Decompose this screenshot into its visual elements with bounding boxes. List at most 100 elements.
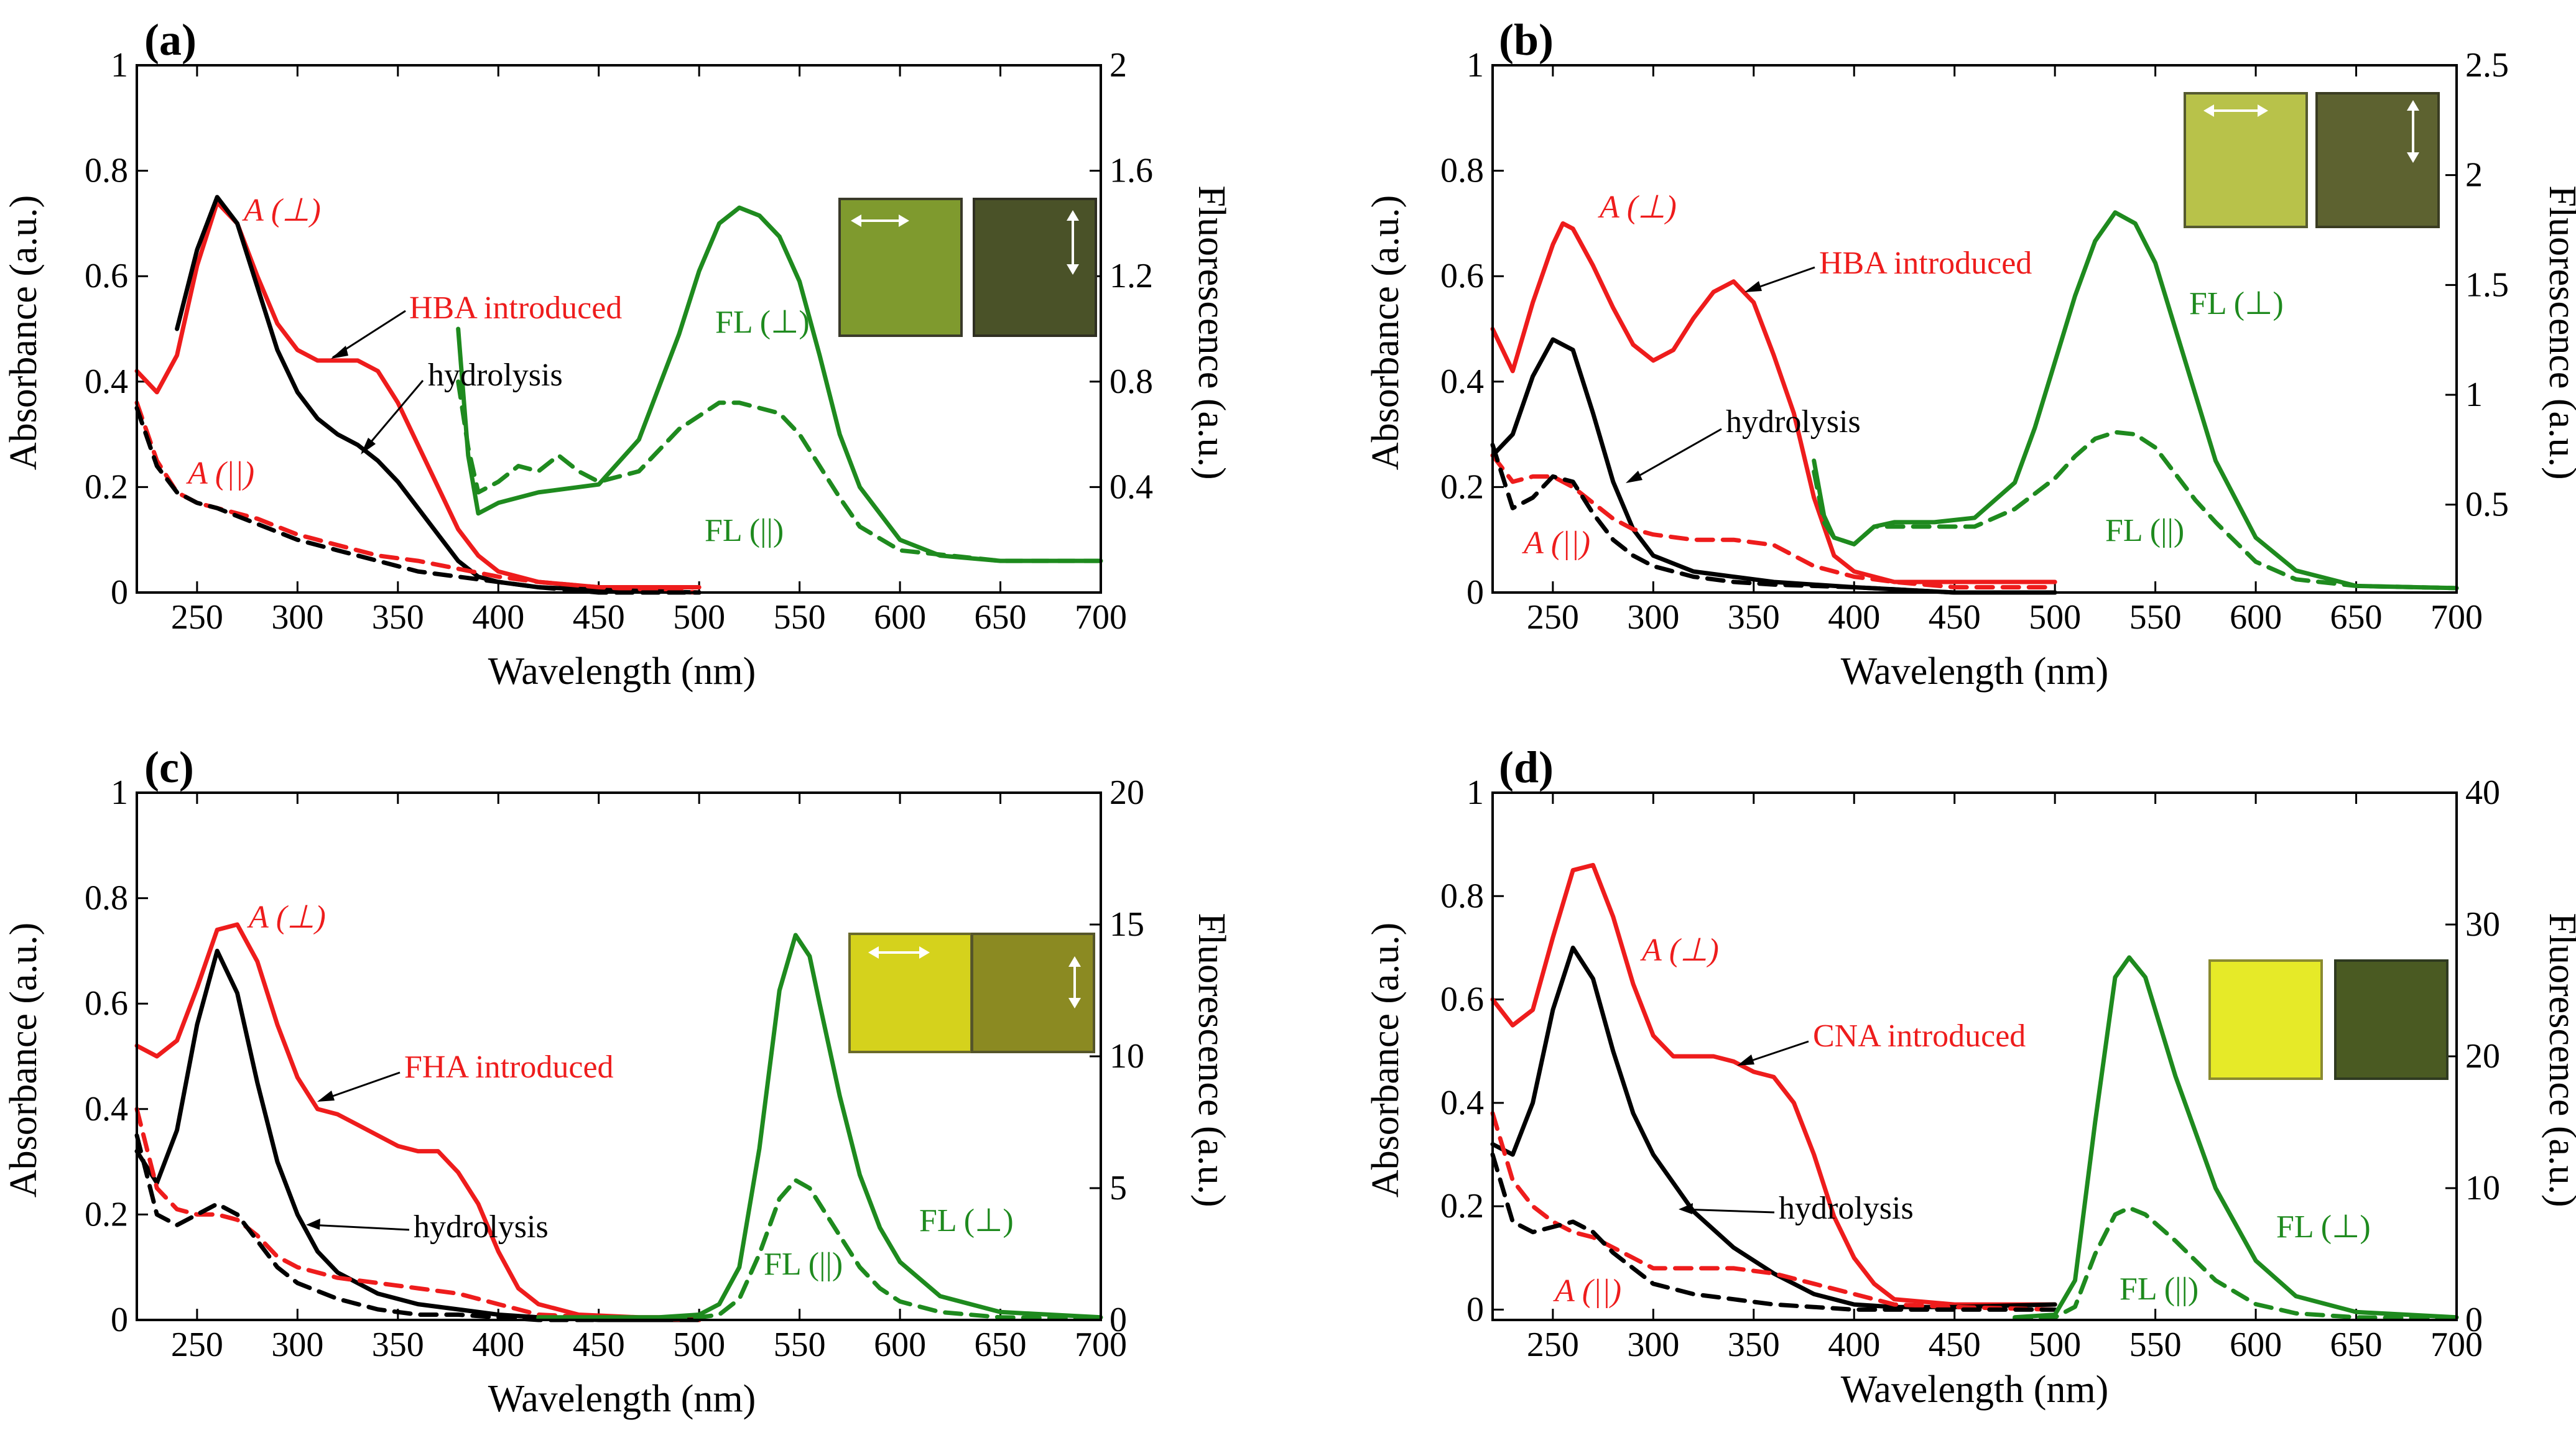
right-axis-label-d: Fluorescence (a.u.) <box>2541 913 2576 1207</box>
x-tick-label-a: 350 <box>372 598 424 637</box>
arrow-b-hydrolysis <box>1628 428 1722 483</box>
polarization-arrowhead-a1 <box>851 214 861 227</box>
series-line-a-1 <box>175 195 702 595</box>
label-a-fl-perp: FL (⊥) <box>715 305 810 340</box>
series-line-b-5 <box>1812 430 2459 591</box>
polarization-arrowhead-a4 <box>1067 264 1079 275</box>
polarization-arrowhead-a2 <box>899 214 909 227</box>
x-tick-label-d: 250 <box>1527 1326 1579 1364</box>
y-left-tick-label-d: 0.8 <box>1440 877 1484 915</box>
x-tick-label-d: 650 <box>2330 1326 2383 1364</box>
x-tick-label-b: 700 <box>2430 598 2483 637</box>
series-line-b-0 <box>1490 221 2057 584</box>
polarization-arrowhead-b2 <box>2258 104 2268 117</box>
x-axis-label-c: Wavelength (nm) <box>488 1378 756 1420</box>
y-right-tick-label-a: 1.2 <box>1110 257 1153 295</box>
y-left-tick-label-b: 0.2 <box>1440 468 1484 506</box>
arrow-a-introduced-head <box>331 346 348 359</box>
photo-d-par <box>2334 959 2449 1080</box>
label-a-introduced: HBA introduced <box>409 290 622 326</box>
x-tick-label-a: 250 <box>171 598 223 637</box>
plot-area-b: 250 300 350 400 450 500 550 600 650 700 0 0.2 0.4 0.6… <box>1440 46 2509 637</box>
x-tick-label-d: 350 <box>1728 1326 1780 1364</box>
plot-area-c: 250 300 350 400 450 500 550 600 650 70000.20.40.6… <box>85 773 1144 1364</box>
y-right-tick-label-d: 0 <box>2465 1301 2483 1339</box>
series-line-a-2 <box>134 400 702 595</box>
series-line-a-5 <box>456 379 1103 563</box>
photo-inset-c <box>848 933 1095 1053</box>
label-d-perp: A (⊥) <box>1640 933 1719 968</box>
plot-frame-c <box>136 791 1102 1321</box>
panel-label-a: (a) <box>144 15 197 65</box>
x-tick-label-c: 550 <box>774 1326 826 1364</box>
y-left-tick-label-a: 0 <box>111 573 128 612</box>
label-c-introduced: FHA introduced <box>404 1049 614 1085</box>
y-right-tick-label-b: 2.5 <box>2465 46 2509 85</box>
plot-frame-d <box>1491 791 2458 1321</box>
x-tick-label-d: 600 <box>2230 1326 2282 1364</box>
polarization-arrowhead-b3 <box>2407 100 2419 111</box>
label-c-fl-par: FL (||) <box>764 1247 843 1282</box>
series-line-c-3 <box>134 1133 702 1322</box>
x-tick-label-c: 250 <box>171 1326 223 1364</box>
x-tick-label-b: 600 <box>2230 598 2282 637</box>
series-line-c-1 <box>134 948 702 1322</box>
label-d-hydrolysis: hydrolysis <box>1779 1191 1914 1226</box>
y-right-tick-label-c: 5 <box>1110 1169 1127 1207</box>
polarization-arrowhead-c4 <box>1068 998 1081 1008</box>
x-tick-label-b: 450 <box>1929 598 1981 637</box>
x-tick-label-a: 600 <box>874 598 926 637</box>
label-b-fl-perp: FL (⊥) <box>2189 286 2284 321</box>
y-left-tick-label-a: 0.6 <box>85 257 128 295</box>
y-right-tick-label-d: 40 <box>2465 773 2500 812</box>
photo-d-perp <box>2208 959 2323 1080</box>
y-right-tick-label-c: 10 <box>1110 1037 1144 1076</box>
series-line-d-5 <box>2013 1206 2459 1321</box>
x-tick-label-a: 650 <box>975 598 1027 637</box>
panel-c: (c) Absorbance (a.u.) Fluorescence (a.u.… <box>2 742 1233 1420</box>
x-tick-label-c: 500 <box>673 1326 725 1364</box>
left-axis-label-c: Absorbance (a.u.) <box>2 923 45 1197</box>
x-tick-label-b: 250 <box>1527 598 1579 637</box>
series-line-c-0 <box>134 922 702 1320</box>
panel-b: (b) Absorbance (a.u.) Fluorescence (a.u.… <box>1364 15 2576 693</box>
left-axis-label-b: Absorbance (a.u.) <box>1364 195 1407 470</box>
y-left-tick-label-b: 0 <box>1466 573 1484 612</box>
x-tick-label-d: 400 <box>1828 1326 1880 1364</box>
y-left-tick-label-d: 0.2 <box>1440 1187 1484 1225</box>
x-tick-label-b: 500 <box>2029 598 2081 637</box>
panel-d: (d) Absorbance (a.u.) Fluorescence (a.u.… <box>1364 742 2576 1411</box>
x-tick-label-a: 700 <box>1075 598 1127 637</box>
series-line-a-0 <box>134 200 702 589</box>
series-line-a-3 <box>134 405 702 595</box>
series-line-d-0 <box>1490 862 2057 1307</box>
x-tick-label-b: 350 <box>1728 598 1780 637</box>
y-left-tick-label-d: 0.4 <box>1440 1084 1484 1122</box>
panel-a: (a) Absorbance (a.u.) Fluorescence (a.u.… <box>2 15 1233 693</box>
series-line-c-5 <box>536 1178 1103 1321</box>
y-left-tick-label-d: 0.6 <box>1440 980 1484 1019</box>
plot-frame-b <box>1491 64 2458 594</box>
right-axis-label-a: Fluorescence (a.u.) <box>1190 185 1233 479</box>
y-left-tick-label-d: 1 <box>1466 773 1484 812</box>
x-tick-label-c: 700 <box>1075 1326 1127 1364</box>
series-line-a-4 <box>456 205 1103 563</box>
label-d-fl-par: FL (||) <box>2120 1271 2198 1307</box>
y-left-tick-label-b: 0.4 <box>1440 362 1484 401</box>
arrow-c-hydrolysis <box>309 1224 410 1231</box>
y-right-tick-label-c: 0 <box>1110 1301 1127 1339</box>
label-b-par: A (||) <box>1522 525 1590 561</box>
y-left-tick-label-c: 0.8 <box>85 879 128 918</box>
arrow-c-introduced-head <box>317 1091 335 1102</box>
photo-b-perp <box>2184 92 2308 228</box>
arrow-d-hydrolysis-head <box>1679 1203 1693 1214</box>
x-tick-label-c: 400 <box>472 1326 524 1364</box>
y-right-tick-label-a: 0.8 <box>1110 362 1153 401</box>
y-right-tick-label-c: 20 <box>1110 773 1144 812</box>
polarization-arrowhead-c2 <box>919 946 930 959</box>
label-b-fl-par: FL (||) <box>2105 513 2184 548</box>
polarization-arrowhead-a3 <box>1067 210 1079 221</box>
y-right-tick-label-d: 30 <box>2465 905 2500 944</box>
photo-b-par <box>2315 92 2440 228</box>
arrow-b-introduced-head <box>1744 281 1762 292</box>
